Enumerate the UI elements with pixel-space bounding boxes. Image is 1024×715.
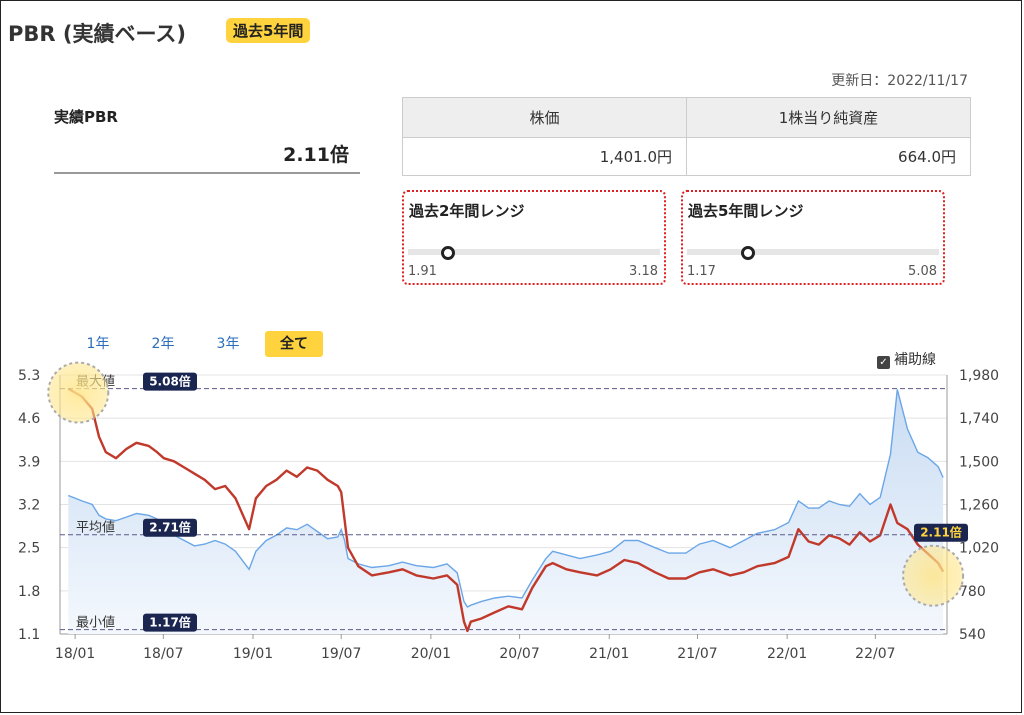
reference-badge: 2.71倍 [149,520,191,535]
y-left-tick: 2.5 [18,541,40,557]
x-tick: 22/01 [767,646,807,662]
tab-2y[interactable]: 2年 [151,336,175,352]
highlight-end [902,544,965,607]
checkbox-icon[interactable]: ✓ [877,356,890,369]
table-header-row: 株価 1株当り純資産 [402,97,971,138]
current-badge: 2.11倍 [920,525,962,540]
price-line [68,389,944,608]
range-5y-marker [740,246,755,260]
pbr-chart: 5.3 4.6 3.9 3.2 2.5 1.8 1.1 1,980 1,740 1,500 1,26… [18,361,999,662]
x-tick: 18/07 [143,646,183,662]
range-2y-max: 3.18 [629,264,658,279]
y-right-tick: 1,980 [959,368,999,384]
updated-date: 更新日：2022/11/17 [831,73,968,89]
range-2y-bar [408,249,660,255]
range-5y: 過去5年間レンジ 1.17 5.08 [681,190,945,285]
tab-all[interactable]: 全て [265,331,323,357]
reference-line-label: 平均値 [76,520,115,536]
reference-badge-bg [143,372,197,391]
x-tick: 20/07 [499,646,539,662]
tab-1y[interactable]: 1年 [86,336,110,352]
reference-badge-bg [143,518,197,537]
range-2y-marker [440,246,455,260]
tab-3y[interactable]: 3年 [216,336,240,352]
highlight-start [47,361,110,424]
y-right-tick: 1,260 [959,498,999,514]
range-2y: 過去2年間レンジ 1.91 3.18 [402,190,666,285]
x-tick: 22/07 [855,646,895,662]
y-left-tick: 4.6 [18,411,40,427]
reference-badge: 1.17倍 [149,615,191,630]
range-2y-min: 1.91 [408,264,437,279]
bps-value: 664.0円 [686,137,971,176]
pbr-label: 実績PBR [54,108,118,126]
x-tick: 19/01 [233,646,273,662]
x-tick: 19/07 [321,646,361,662]
table-row: 1,401.0円 664.0円 [402,137,971,176]
pbr-value: 2.11倍 [283,144,349,166]
current-badge-bg [914,523,968,542]
y-left-tick: 1.8 [18,584,40,600]
aux-line-label: 補助線 [894,352,936,368]
header-stock-price: 株価 [402,97,687,138]
y-left-tick: 1.1 [18,627,40,643]
range-5y-bar [687,249,939,255]
y-right-tick: 540 [959,627,986,643]
page-title: PBR (実績ベース) [8,22,187,46]
period-badge: 過去5年間 [226,18,311,43]
y-right-tick: 1,500 [959,454,999,470]
y-left-tick: 5.3 [18,368,40,384]
y-right-tick: 780 [959,584,986,600]
x-tick: 18/01 [55,646,95,662]
x-tick: 21/01 [589,646,629,662]
x-tick: 21/07 [677,646,717,662]
y-right-tick: 1,740 [959,411,999,427]
aux-line-toggle[interactable]: ✓ 補助線 [877,349,936,369]
reference-badge-bg [143,613,197,632]
y-right-tick: 1,020 [959,541,999,557]
price-area [68,389,944,634]
range-5y-min: 1.17 [687,264,716,279]
header-bps: 1株当り純資産 [686,97,971,138]
y-left-tick: 3.9 [18,454,40,470]
reference-line-label: 最小値 [76,615,115,631]
range-5y-title: 過去5年間レンジ [688,202,804,220]
reference-badge: 5.08倍 [149,374,191,389]
range-5y-max: 5.08 [908,264,937,279]
chart-series [67,387,945,634]
stock-price-value: 1,401.0円 [402,137,687,176]
y-left-tick: 3.2 [18,498,40,514]
price-info-table: 株価 1株当り純資産 1,401.0円 664.0円 [402,97,971,176]
range-2y-title: 過去2年間レンジ [409,202,525,220]
pbr-line [67,387,945,633]
pbr-underline [54,172,360,174]
x-tick: 20/01 [411,646,451,662]
